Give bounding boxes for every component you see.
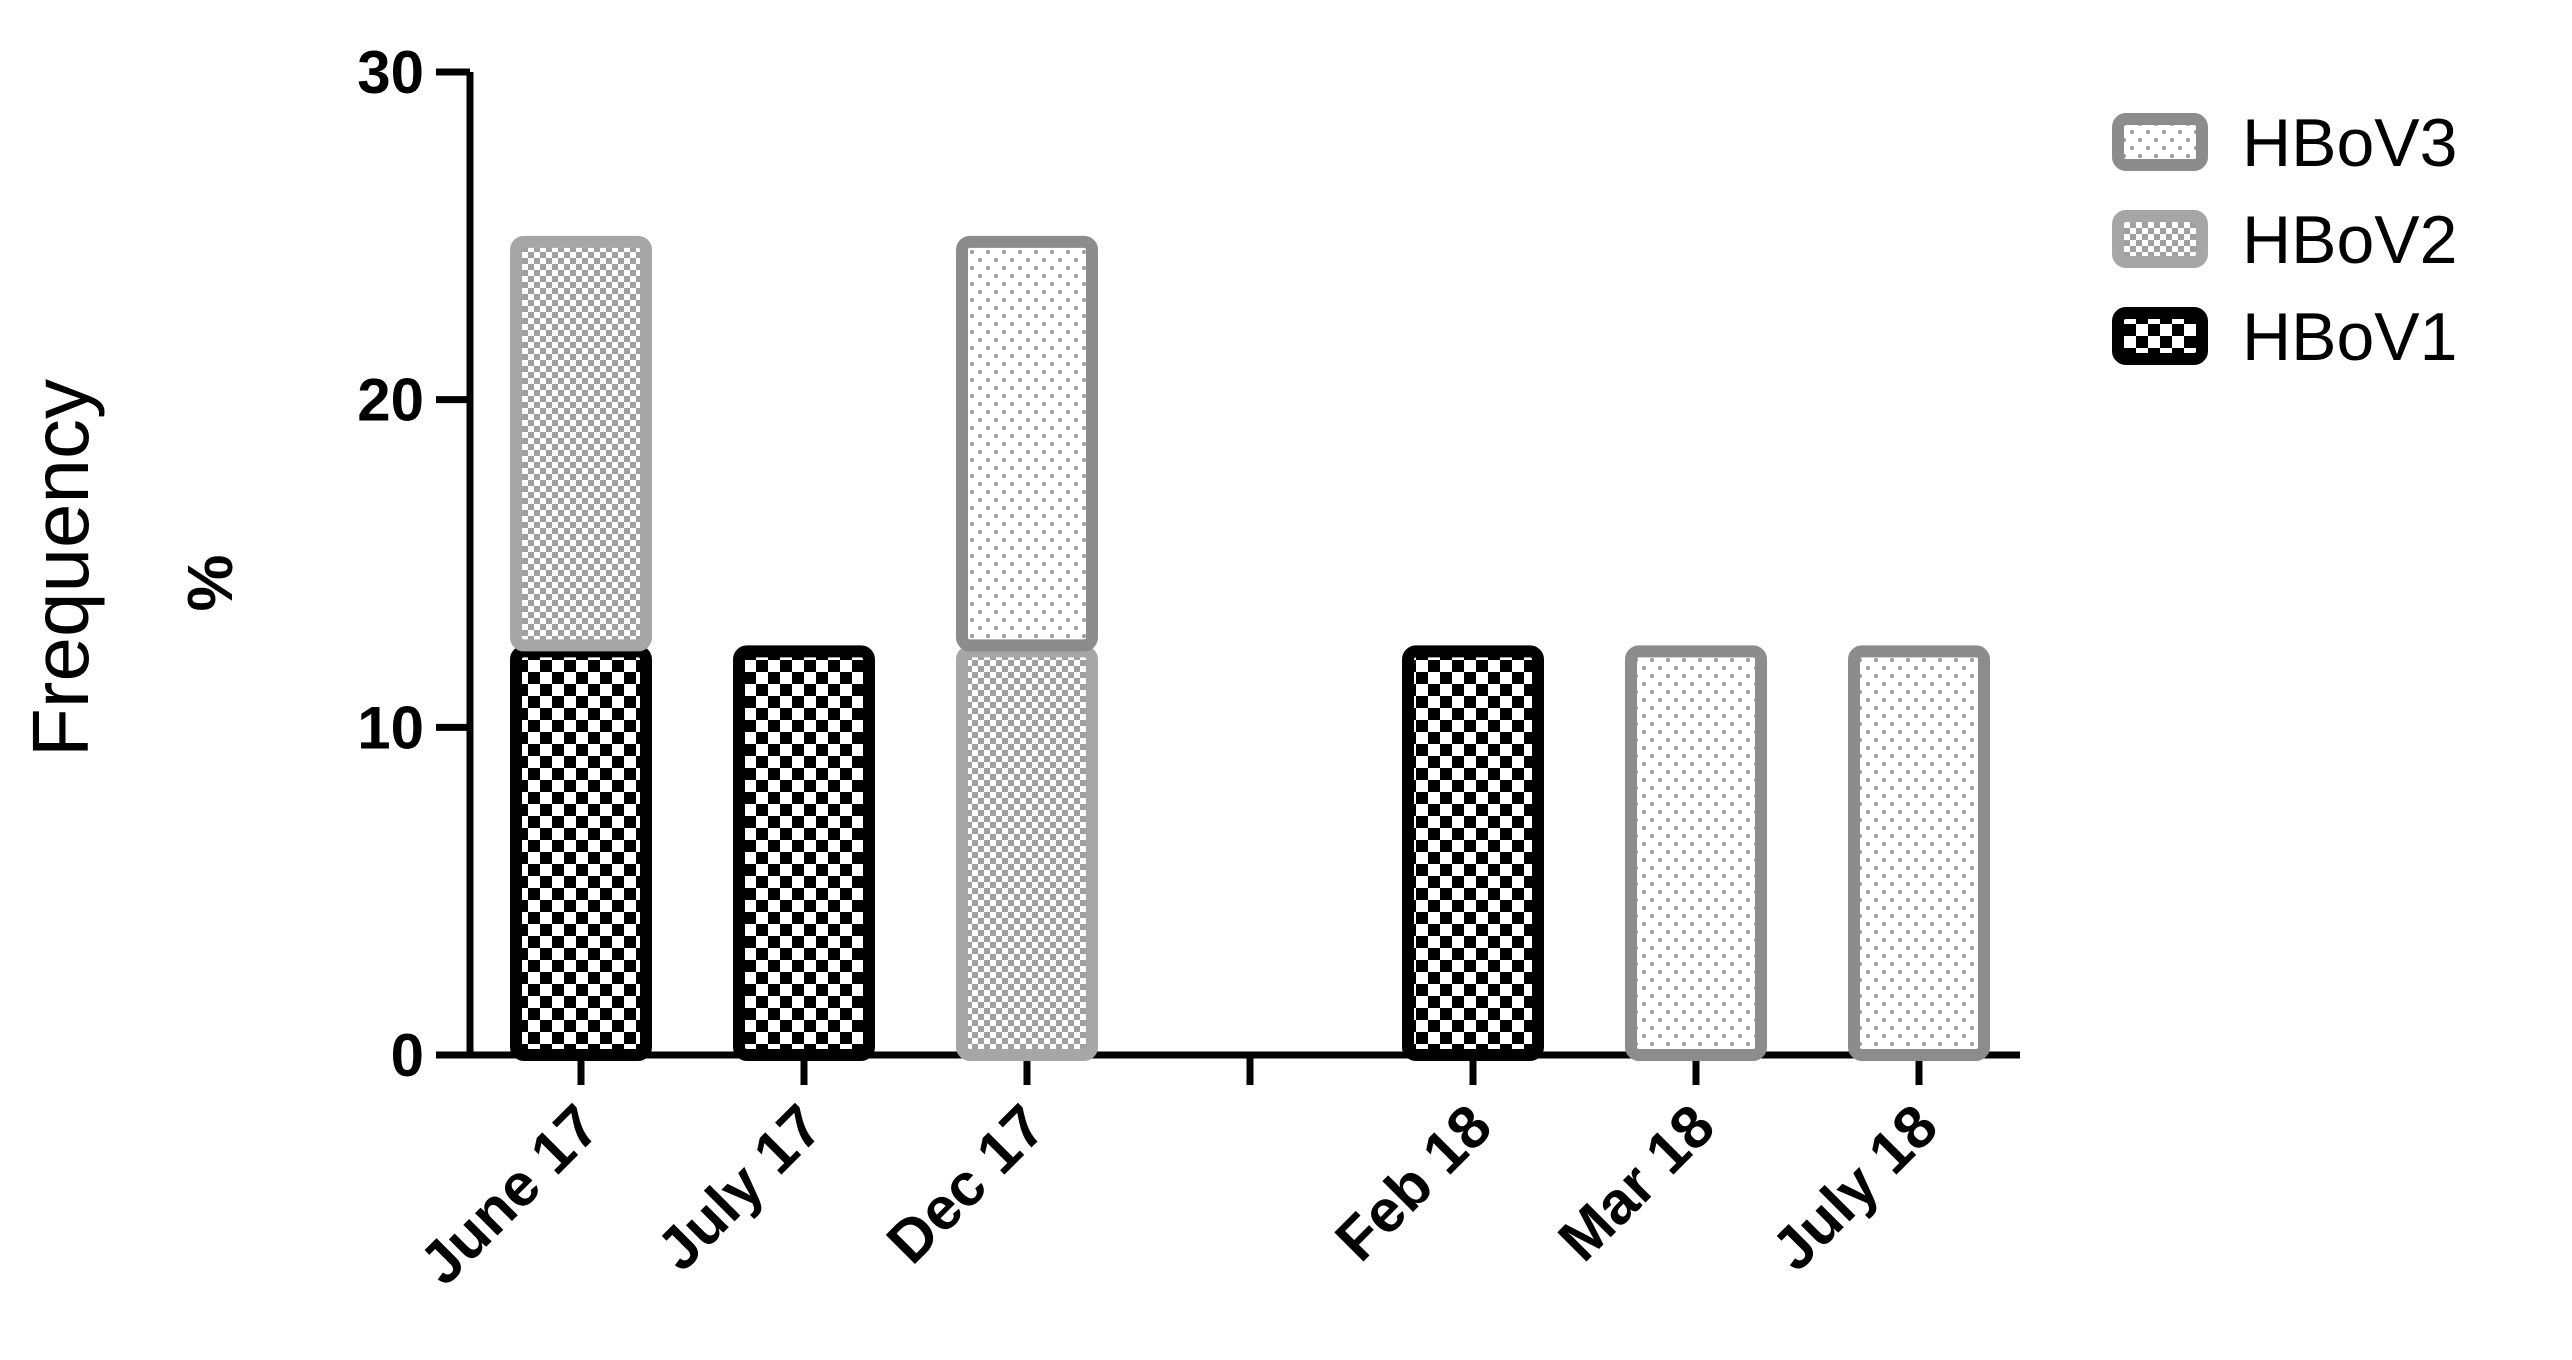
x-category-label: June 17: [407, 1092, 612, 1297]
bar-hbov3: [956, 235, 1098, 652]
x-category-label: July 18: [1759, 1092, 1950, 1283]
legend-swatch-hbov1: [2112, 307, 2208, 365]
y-tick-label: 20: [357, 367, 424, 434]
axes: [436, 68, 2020, 1085]
bar-hbov2: [956, 645, 1098, 1062]
legend-label-hbov1: HBoV1: [2242, 299, 2457, 375]
x-category-label: Feb 18: [1322, 1092, 1504, 1274]
legend-label-hbov2: HBoV2: [2242, 202, 2457, 278]
y-tick-label: 0: [391, 1022, 424, 1089]
y-tick-label: 10: [357, 694, 424, 761]
bars: [510, 235, 1990, 1062]
x-category-label: Dec 17: [874, 1092, 1058, 1276]
bar-hbov1: [733, 645, 875, 1062]
legend-label-hbov3: HBoV3: [2242, 105, 2457, 181]
bar-hbov2: [510, 235, 652, 652]
y-tick-label: 30: [357, 39, 424, 106]
legend-swatch-hbov2: [2112, 210, 2208, 268]
bar-hbov1: [510, 645, 652, 1062]
legend: HBoV3 HBoV2 HBoV1: [2112, 105, 2457, 375]
y-axis-unit: %: [174, 555, 246, 612]
x-category-label: Mar 18: [1545, 1092, 1727, 1274]
bar-hbov3: [1848, 645, 1990, 1062]
bar-hbov3: [1625, 645, 1767, 1062]
y-axis-title: Frequency: [16, 379, 105, 757]
legend-swatch-hbov3: [2112, 113, 2208, 171]
x-category-label: July 17: [644, 1092, 835, 1283]
bar-hbov1: [1402, 645, 1544, 1062]
